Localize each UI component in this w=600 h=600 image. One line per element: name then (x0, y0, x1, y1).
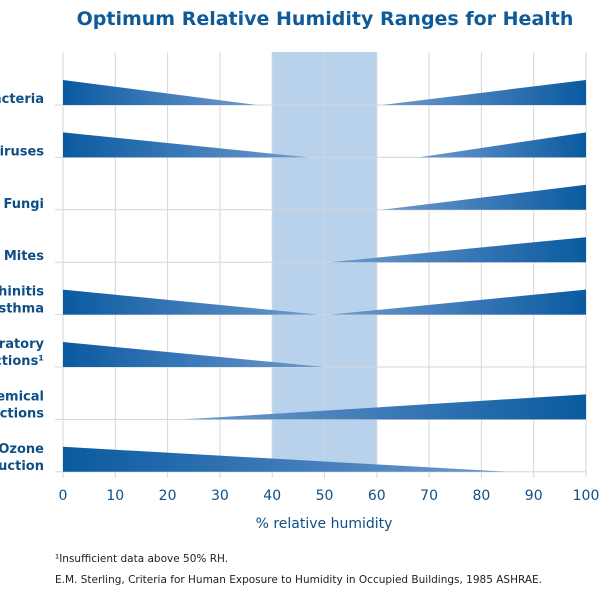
x-tick-label: 30 (211, 488, 229, 504)
wedge-high-humidity (183, 394, 587, 420)
row-label: emical (0, 389, 44, 404)
wedge-low-humidity (63, 446, 508, 472)
source-note: E.M. Sterling, Criteria for Human Exposu… (55, 574, 542, 586)
wedge-high-humidity (329, 289, 586, 315)
chart-title: Optimum Relative Humidity Ranges for Hea… (76, 8, 574, 30)
row-label: Fungi (3, 197, 44, 212)
wedge-high-humidity (382, 80, 586, 105)
wedge-low-humidity (63, 289, 320, 315)
wedge-low-humidity (63, 342, 325, 367)
x-tick-label: 70 (420, 488, 438, 504)
x-tick-label: 20 (159, 488, 177, 504)
footnote-1: ¹Insufficient data above 50% RH. (55, 553, 229, 565)
x-tick-label: 90 (525, 488, 543, 504)
wedge-low-humidity (63, 132, 309, 158)
x-axis-label: % relative humidity (256, 516, 393, 532)
x-tick-label: 60 (368, 488, 386, 504)
row-label: acteria (0, 92, 44, 107)
x-tick-label: 100 (573, 488, 600, 504)
x-tick-label: 40 (263, 488, 281, 504)
x-tick-label: 10 (106, 488, 124, 504)
row-label: Viruses (0, 144, 44, 159)
row-label: sthma (0, 302, 44, 317)
row-label: rhinitis (0, 285, 44, 300)
row-label: ections¹ (0, 354, 44, 369)
x-tick-label: 0 (59, 488, 68, 504)
row-label: iratory (0, 337, 45, 352)
wedge-high-humidity (418, 132, 586, 158)
row-label: Mites (4, 249, 44, 264)
wedge-low-humidity (63, 80, 257, 105)
x-tick-label: 80 (472, 488, 490, 504)
wedge-high-humidity (382, 184, 586, 210)
row-label: Ozone (0, 442, 44, 457)
row-label: uction (0, 459, 44, 474)
wedge-high-humidity (329, 237, 586, 263)
x-tick-label: 50 (316, 488, 334, 504)
row-label: uctions (0, 406, 44, 421)
